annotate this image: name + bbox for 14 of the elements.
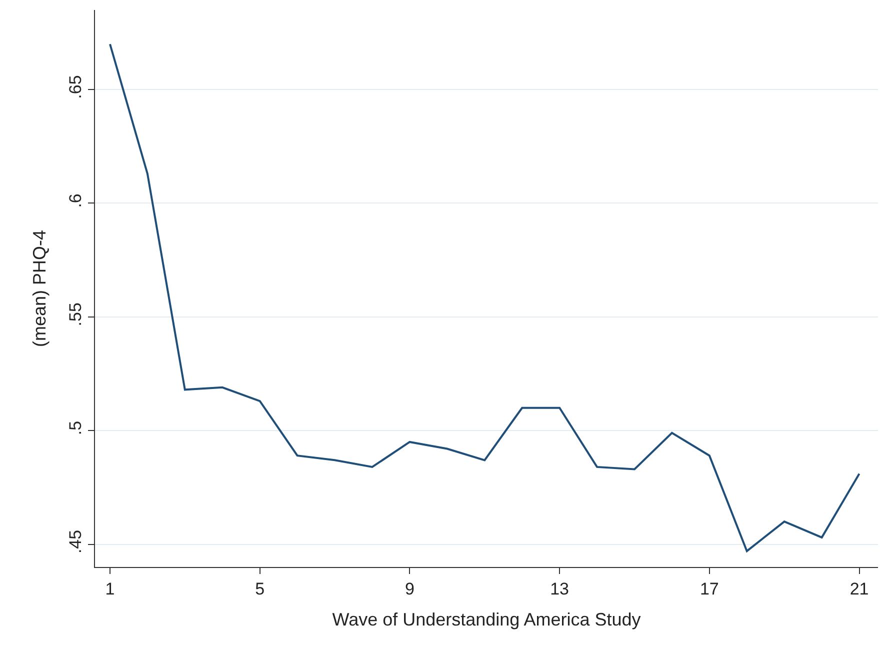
line-series	[108, 43, 860, 552]
y-tick-label: .5	[66, 420, 86, 436]
y-tick-label: .65	[66, 75, 86, 99]
x-tick-label: 1	[105, 579, 115, 598]
x-tick-label: 5	[255, 579, 265, 598]
y-tick-label: .55	[66, 302, 86, 326]
x-tick-label: 17	[700, 579, 719, 598]
x-tick-label: 21	[850, 579, 869, 598]
y-tick-label: .45	[66, 530, 86, 554]
y-tick-label: .6	[66, 194, 86, 208]
x-tick-label: 13	[550, 579, 570, 598]
y-axis-title: (mean) PHQ-4	[29, 230, 50, 348]
x-axis-title: Wave of Understanding America Study	[332, 610, 641, 630]
x-tick-label: 9	[404, 579, 414, 598]
